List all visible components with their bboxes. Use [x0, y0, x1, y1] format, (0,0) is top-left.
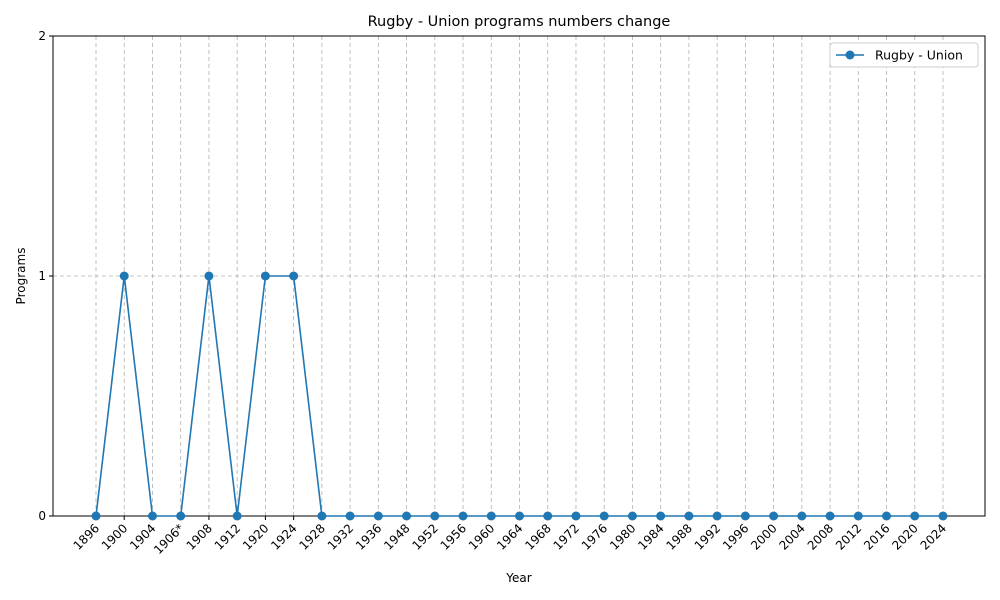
data-point	[740, 511, 750, 521]
y-axis-label: Programs	[14, 248, 28, 305]
data-point	[712, 511, 722, 521]
data-point	[910, 511, 920, 521]
data-point	[627, 511, 637, 521]
data-point	[684, 511, 694, 521]
grid-lines	[53, 35, 985, 517]
data-point	[260, 271, 270, 281]
data-point	[853, 511, 863, 521]
data-point	[938, 511, 948, 521]
data-point	[232, 511, 242, 521]
y-tick-label: 2	[38, 29, 46, 43]
data-point	[515, 511, 524, 521]
data-point	[345, 511, 355, 521]
data-point	[373, 511, 383, 521]
data-point	[91, 511, 101, 521]
y-tick-label: 0	[38, 509, 46, 523]
data-point	[119, 271, 129, 281]
data-point	[176, 511, 186, 521]
data-point	[797, 511, 807, 521]
data-point	[571, 511, 581, 521]
data-point	[599, 511, 609, 521]
data-point	[317, 511, 327, 521]
y-axis-ticks: 0 1 2	[38, 29, 53, 523]
y-tick-label: 1	[38, 269, 46, 283]
legend-marker	[845, 50, 855, 60]
data-point	[402, 511, 412, 521]
data-point	[882, 511, 892, 521]
data-point	[656, 511, 666, 521]
legend-label: Rugby - Union	[875, 48, 963, 63]
data-point	[147, 511, 157, 521]
data-point	[825, 511, 835, 521]
data-point	[769, 511, 779, 521]
data-point	[289, 271, 299, 281]
chart-title: Rugby - Union programs numbers change	[368, 14, 671, 30]
data-point	[458, 511, 468, 521]
data-point	[486, 511, 496, 521]
data-point	[430, 511, 440, 521]
series-layer	[91, 271, 948, 521]
legend-box	[829, 42, 979, 68]
legend: Rugby - Union	[829, 42, 979, 68]
data-point	[543, 511, 553, 521]
x-axis-label: Year	[505, 571, 531, 585]
data-point	[204, 271, 214, 281]
